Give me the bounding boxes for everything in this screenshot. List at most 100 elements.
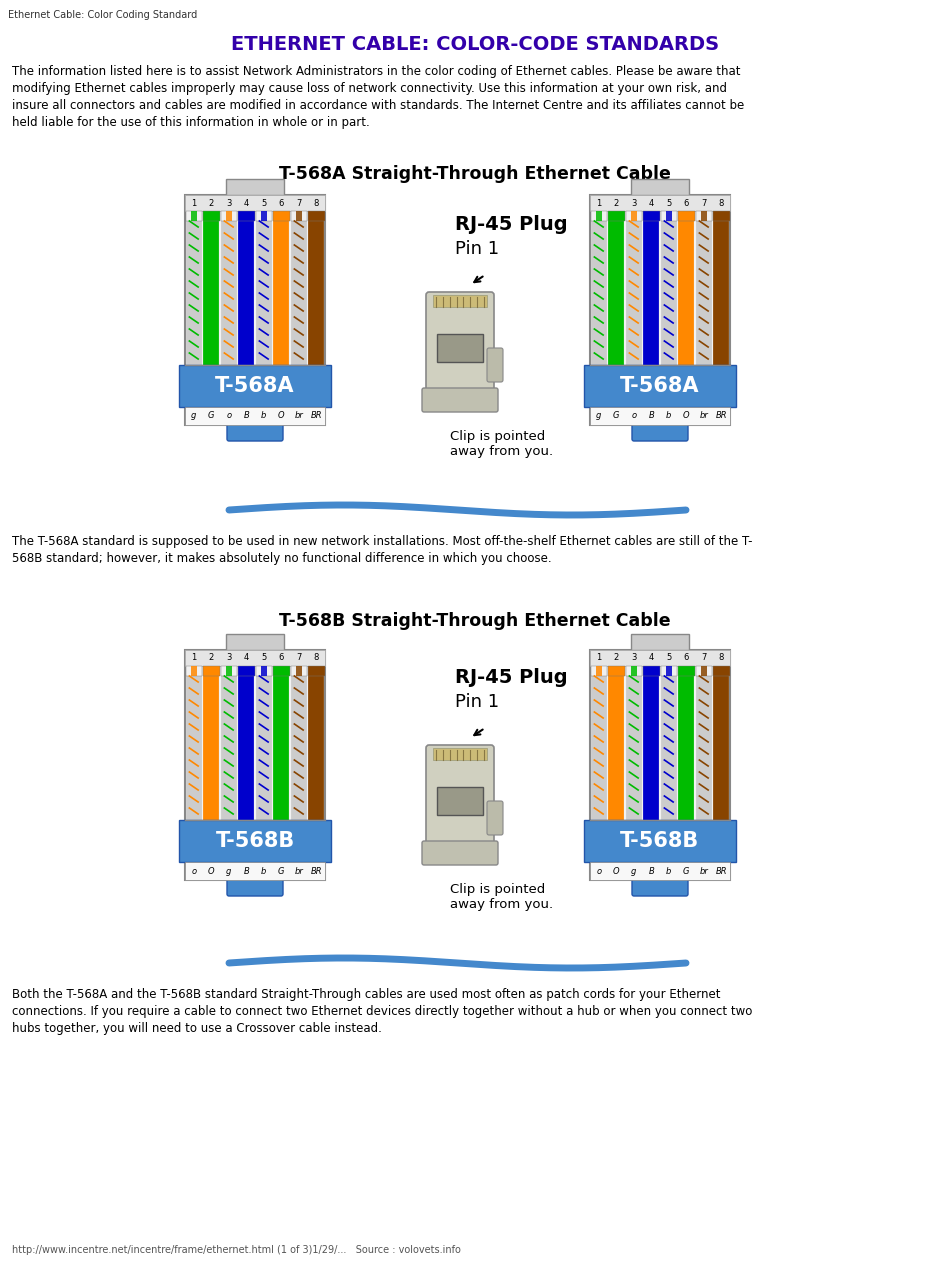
Bar [308, 212, 325, 220]
Text: g: g [596, 412, 601, 421]
Bar [695, 212, 712, 220]
Bar [256, 666, 272, 677]
Text: T-568B Straight-Through Ethernet Cable: T-568B Straight-Through Ethernet Cable [279, 612, 671, 630]
Bar [631, 666, 637, 677]
Bar [256, 212, 272, 220]
Bar [631, 634, 689, 650]
Text: T-568A: T-568A [620, 376, 700, 397]
Text: B: B [648, 867, 655, 875]
Text: 6: 6 [278, 654, 284, 663]
Bar [590, 650, 730, 881]
Bar [433, 748, 487, 760]
Bar [203, 212, 219, 220]
Bar [226, 212, 232, 220]
Bar [220, 666, 237, 677]
Bar [678, 666, 694, 677]
Text: 2: 2 [614, 654, 618, 663]
Text: br: br [294, 867, 303, 875]
Text: G: G [208, 412, 215, 421]
Text: o: o [226, 412, 231, 421]
Text: T-568B: T-568B [216, 831, 294, 851]
Text: 7: 7 [296, 199, 301, 208]
Bar [296, 212, 302, 220]
Text: BR: BR [311, 867, 322, 875]
Text: RJ-45 Plug: RJ-45 Plug [455, 215, 568, 234]
Bar [179, 365, 331, 407]
Text: 5: 5 [261, 654, 266, 663]
Bar [695, 666, 712, 677]
Bar [608, 666, 624, 677]
Text: 8: 8 [718, 654, 724, 663]
Text: B: B [243, 867, 249, 875]
Bar [185, 650, 325, 881]
Text: O: O [613, 867, 619, 875]
Text: G: G [683, 867, 690, 875]
Text: 3: 3 [226, 199, 232, 208]
Text: G: G [613, 412, 619, 421]
Bar [590, 195, 730, 212]
Bar [203, 666, 219, 677]
Text: The information listed here is to assist Network Administrators in the color cod: The information listed here is to assist… [12, 65, 744, 129]
FancyBboxPatch shape [422, 388, 498, 412]
Bar [226, 666, 232, 677]
Bar [185, 195, 325, 212]
Text: ETHERNET CABLE: COLOR-CODE STANDARDS: ETHERNET CABLE: COLOR-CODE STANDARDS [231, 35, 719, 54]
Bar [666, 212, 673, 220]
Bar [220, 212, 237, 220]
Text: 1: 1 [191, 654, 197, 663]
FancyBboxPatch shape [426, 745, 494, 846]
Bar [590, 407, 730, 424]
Text: The T-568A standard is supposed to be used in new network installations. Most of: The T-568A standard is supposed to be us… [12, 535, 752, 565]
FancyBboxPatch shape [487, 801, 503, 835]
Text: o: o [597, 867, 601, 875]
Text: 1: 1 [597, 199, 601, 208]
Text: BR: BR [311, 412, 322, 421]
Text: 1: 1 [191, 199, 197, 208]
Text: 4: 4 [649, 654, 654, 663]
Text: Clip is pointed
away from you.: Clip is pointed away from you. [450, 883, 553, 911]
Text: Pin 1: Pin 1 [455, 693, 499, 711]
FancyBboxPatch shape [227, 878, 283, 896]
Bar [185, 195, 325, 424]
FancyBboxPatch shape [632, 878, 688, 896]
Text: BR: BR [715, 867, 727, 875]
Bar [185, 407, 325, 424]
Bar [660, 666, 677, 677]
FancyBboxPatch shape [632, 423, 688, 441]
Text: o: o [631, 412, 637, 421]
Text: br: br [699, 412, 708, 421]
Text: g: g [226, 867, 232, 875]
Text: o: o [191, 867, 197, 875]
Text: O: O [278, 412, 285, 421]
Text: 2: 2 [209, 199, 214, 208]
Bar [625, 666, 642, 677]
Bar [643, 212, 659, 220]
Text: 7: 7 [701, 199, 707, 208]
Bar [273, 212, 290, 220]
Text: 6: 6 [278, 199, 284, 208]
Text: 4: 4 [243, 199, 249, 208]
Bar [678, 212, 694, 220]
Text: 8: 8 [314, 654, 319, 663]
Text: 2: 2 [614, 199, 618, 208]
Bar [591, 666, 607, 677]
Text: 5: 5 [666, 199, 672, 208]
Bar [261, 666, 267, 677]
Text: 5: 5 [666, 654, 672, 663]
Bar [179, 820, 331, 862]
Bar [643, 666, 659, 677]
Text: Both the T-568A and the T-568B standard Straight-Through cables are used most of: Both the T-568A and the T-568B standard … [12, 988, 752, 1035]
Bar [701, 212, 707, 220]
Text: O: O [208, 867, 215, 875]
Text: T-568A: T-568A [216, 376, 294, 397]
Text: Ethernet Cable: Color Coding Standard: Ethernet Cable: Color Coding Standard [8, 10, 198, 20]
Bar [596, 212, 602, 220]
Bar [660, 212, 677, 220]
Bar [308, 666, 325, 677]
Bar [185, 650, 325, 666]
Text: br: br [294, 412, 303, 421]
Bar [590, 195, 730, 424]
Bar [591, 212, 607, 220]
Bar [191, 212, 198, 220]
Text: BR: BR [715, 412, 727, 421]
